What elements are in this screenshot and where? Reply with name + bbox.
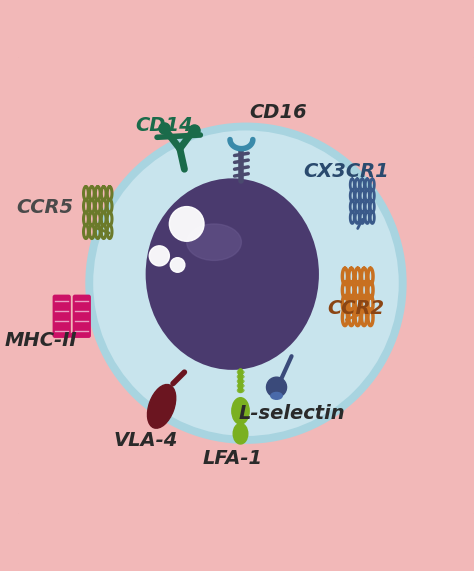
Text: L-selectin: L-selectin bbox=[238, 404, 345, 423]
Text: CD16: CD16 bbox=[249, 103, 307, 122]
Text: CCR2: CCR2 bbox=[327, 299, 384, 318]
Ellipse shape bbox=[147, 384, 176, 428]
Text: CX3CR1: CX3CR1 bbox=[303, 162, 389, 181]
FancyBboxPatch shape bbox=[73, 295, 91, 338]
Circle shape bbox=[93, 130, 399, 436]
Circle shape bbox=[149, 246, 169, 266]
Text: VLA-4: VLA-4 bbox=[113, 431, 178, 450]
Text: LFA-1: LFA-1 bbox=[202, 449, 262, 468]
Circle shape bbox=[169, 207, 204, 242]
Text: CCR5: CCR5 bbox=[17, 199, 74, 218]
FancyBboxPatch shape bbox=[53, 295, 71, 338]
FancyBboxPatch shape bbox=[13, 53, 474, 518]
Circle shape bbox=[170, 258, 185, 272]
Ellipse shape bbox=[187, 224, 241, 260]
Ellipse shape bbox=[271, 392, 282, 399]
Ellipse shape bbox=[233, 424, 248, 444]
Text: CD14: CD14 bbox=[135, 116, 193, 135]
Ellipse shape bbox=[232, 397, 249, 424]
Circle shape bbox=[86, 123, 406, 443]
Circle shape bbox=[266, 377, 287, 397]
Ellipse shape bbox=[146, 178, 319, 370]
Text: MHC-II: MHC-II bbox=[4, 331, 77, 349]
